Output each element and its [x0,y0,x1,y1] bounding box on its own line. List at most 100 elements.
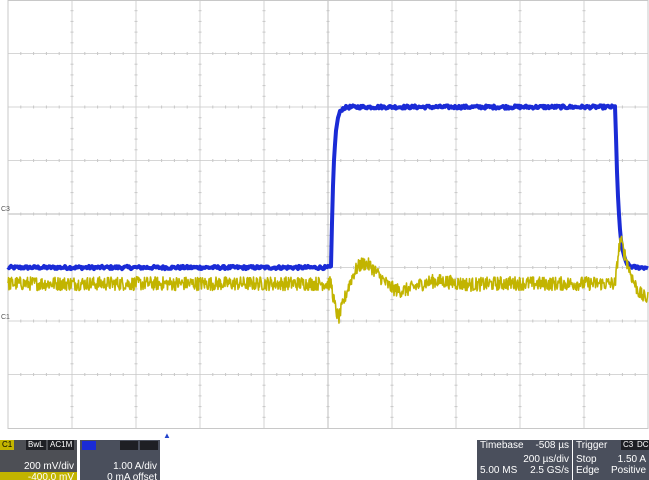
graticule-tick [314,373,316,376]
graticule-tick [518,245,522,247]
c3-box-header [80,440,160,451]
graticule-tick [148,52,150,55]
graticule-tick [468,266,470,269]
graticule-tick [454,138,458,140]
graticule-tick [122,373,124,376]
trigger-box[interactable]: Trigger C3 DC Stop 1.50 A Edge Positive [573,440,649,480]
graticule-tick [557,52,559,55]
graticule-tick [390,181,394,183]
graticule-tick [518,85,522,87]
graticule-tick [582,309,586,311]
graticule-tick [262,395,266,397]
graticule-tick [198,224,202,226]
graticule-tick [518,181,522,183]
graticule-tick [262,95,266,97]
c3-descriptor-box[interactable]: 1.00 A/div 0 mA offset [80,440,160,480]
graticule-tick [134,149,138,151]
graticule-tick [301,105,303,109]
graticule-tick [33,212,35,216]
graticule-tick [212,105,214,109]
graticule-tick [326,406,330,408]
graticule-tick [326,384,330,386]
graticule-tick [33,373,35,376]
graticule-tick [198,10,202,12]
graticule-tick [570,373,572,376]
graticule-tick [518,149,522,151]
graticule-tick [70,117,74,119]
graticule-tick [454,395,458,397]
graticule-tick [97,212,99,216]
graticule-tick [404,319,406,323]
graticule-tick [262,117,266,119]
graticule-tick [532,212,534,216]
graticule-tick [262,149,266,151]
graticule-tick [70,384,74,386]
graticule-tick [390,117,394,119]
graticule-tick [365,212,367,216]
graticule-tick [417,319,419,323]
graticule-tick [148,319,150,323]
graticule-tick [429,212,431,216]
graticule-tick [390,127,394,129]
graticule-tick [390,63,394,65]
graticule-tick [262,20,266,22]
graticule-tick [237,212,239,216]
graticule-tick [454,416,458,418]
graticule-tick [518,127,522,129]
graticule-tick [582,299,586,301]
graticule-tick [404,212,406,216]
graticule-tick [186,52,188,55]
graticule-tick [173,159,175,162]
graticule-tick [390,363,394,365]
graticule-tick [582,74,586,76]
graticule-tick [582,31,586,33]
waveform-display[interactable] [0,0,649,440]
graticule-tick [198,299,202,301]
graticule-tick [365,52,367,55]
graticule-tick [353,159,355,162]
graticule-tick [634,105,636,109]
graticule-tick [276,159,278,162]
graticule-tick [557,373,559,376]
graticule-tick [262,181,266,183]
graticule-tick [518,352,522,354]
graticule-tick [161,212,163,216]
graticule-tick [134,352,138,354]
graticule-tick [326,42,330,44]
graticule-tick [582,170,586,172]
graticule-tick [582,256,586,258]
graticule-tick [237,373,239,376]
graticule-tick [262,363,266,365]
graticule-tick [582,288,586,290]
graticule-tick [237,105,239,109]
graticule-tick [326,256,330,258]
graticule-tick [532,266,534,269]
graticule-tick [390,95,394,97]
graticule-tick [122,319,124,323]
graticule-tick [70,42,74,44]
graticule-tick [198,288,202,290]
graticule-tick [353,373,355,376]
graticule-tick [481,159,483,162]
graticule-tick [70,149,74,151]
c1-descriptor-box[interactable]: C1 BwL AC1M 200 mV/div -400.0 mV [0,440,77,480]
graticule-tick [518,42,522,44]
graticule-tick [609,159,611,162]
graticule-tick [161,105,163,109]
graticule-tick [212,159,214,162]
graticule-tick [134,117,138,119]
graticule-tick [454,31,458,33]
graticule-tick [417,159,419,162]
graticule-tick [454,352,458,354]
graticule-tick [198,416,202,418]
graticule-tick [582,42,586,44]
trigger-position-marker[interactable]: ▲ [163,431,171,440]
graticule-tick [429,319,431,323]
graticule-tick [582,352,586,354]
graticule-tick [262,10,266,12]
graticule-tick [70,74,74,76]
graticule-tick [70,10,74,12]
graticule-tick [326,192,330,194]
graticule-tick [289,319,291,323]
timebase-box[interactable]: Timebase -508 µs 200 µs/div 5.00 MS 2.5 GS… [477,440,572,480]
